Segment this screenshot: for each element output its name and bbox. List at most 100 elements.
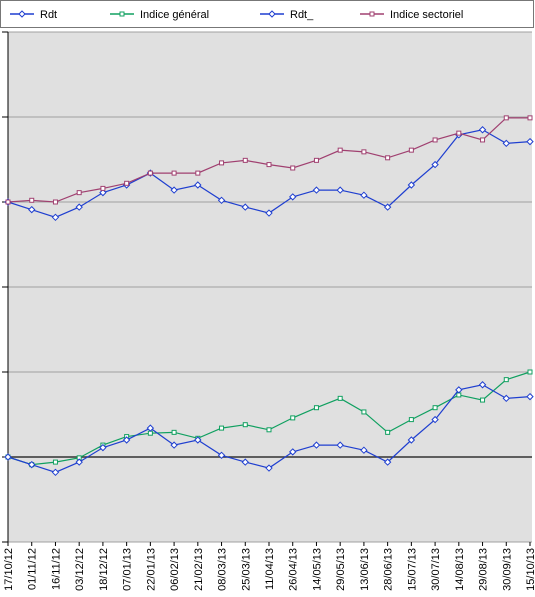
- x-tick-label: 06/02/13: [169, 548, 181, 591]
- marker: [51, 468, 60, 477]
- x-tick-label: 03/12/12: [74, 548, 86, 591]
- marker: [219, 160, 225, 166]
- marker: [480, 137, 486, 143]
- legend-label: Rdt: [40, 9, 57, 21]
- x-tick-label: 08/03/13: [217, 548, 229, 591]
- marker: [51, 213, 60, 222]
- marker: [146, 424, 155, 432]
- marker: [408, 147, 414, 153]
- marker: [432, 405, 438, 411]
- x-tick-label: 29/05/13: [335, 548, 347, 591]
- legend-marker: [369, 11, 375, 17]
- marker: [171, 170, 177, 176]
- marker: [217, 196, 226, 205]
- x-tick-label: 29/08/13: [478, 548, 490, 591]
- x-tick-label: 13/06/13: [359, 548, 371, 591]
- marker: [75, 458, 83, 466]
- marker: [432, 137, 438, 143]
- marker: [312, 441, 321, 449]
- marker: [385, 155, 391, 161]
- marker: [360, 446, 368, 454]
- marker: [383, 458, 392, 466]
- marker: [313, 157, 319, 163]
- legend-marker: [268, 10, 276, 18]
- marker: [290, 165, 296, 171]
- marker: [100, 185, 106, 191]
- marker: [170, 441, 178, 449]
- marker: [480, 397, 486, 403]
- marker: [242, 157, 248, 163]
- x-tick-label: 16/11/12: [50, 548, 62, 590]
- legend-label: Indice général: [140, 9, 209, 21]
- marker: [431, 160, 439, 169]
- marker: [407, 436, 416, 444]
- marker: [527, 369, 533, 375]
- marker: [290, 415, 296, 421]
- marker: [99, 188, 107, 197]
- marker: [478, 381, 487, 389]
- x-tick-label: 18/12/12: [98, 548, 110, 591]
- x-tick-label: 01/11/12: [27, 548, 39, 590]
- marker: [28, 460, 36, 469]
- x-tick-label: 15/10/13: [525, 548, 535, 591]
- marker: [312, 186, 321, 194]
- marker: [503, 115, 509, 121]
- x-tick-label: 11/04/13: [264, 548, 276, 590]
- marker: [195, 170, 201, 176]
- marker: [266, 427, 272, 433]
- marker: [265, 464, 273, 472]
- marker: [502, 394, 510, 403]
- marker: [265, 209, 273, 217]
- x-tick-label: 14/08/13: [454, 548, 466, 591]
- marker: [241, 203, 249, 211]
- marker: [336, 186, 344, 194]
- marker: [99, 443, 107, 452]
- marker: [4, 453, 12, 461]
- x-tick-label: 07/01/13: [122, 548, 134, 591]
- marker: [5, 199, 11, 205]
- marker: [124, 180, 130, 186]
- marker: [29, 197, 35, 203]
- legend-label: Rdt_: [290, 9, 314, 21]
- marker: [28, 205, 36, 214]
- marker: [52, 459, 58, 465]
- x-tick-label: 15/07/13: [406, 548, 418, 591]
- marker: [503, 377, 509, 383]
- marker: [361, 409, 367, 415]
- marker: [147, 170, 153, 176]
- marker: [289, 193, 297, 201]
- marker: [337, 147, 343, 153]
- marker: [360, 191, 368, 199]
- marker: [241, 458, 249, 466]
- marker: [455, 386, 463, 394]
- marker: [408, 417, 414, 423]
- x-tick-label: 28/06/13: [383, 548, 395, 591]
- marker: [170, 186, 178, 194]
- marker: [52, 199, 58, 205]
- x-tick-label: 30/07/13: [430, 548, 442, 591]
- marker: [171, 429, 177, 435]
- x-tick-label: 26/04/13: [288, 548, 300, 591]
- marker: [76, 190, 82, 196]
- x-tick-label: 30/09/13: [501, 548, 513, 591]
- marker: [456, 130, 462, 136]
- marker: [383, 203, 392, 211]
- marker: [502, 139, 510, 148]
- marker: [337, 395, 343, 401]
- marker: [217, 451, 226, 460]
- marker: [122, 436, 131, 444]
- marker: [527, 115, 533, 121]
- marker: [361, 149, 367, 155]
- marker: [289, 448, 297, 456]
- x-tick-label: 25/03/13: [240, 548, 252, 591]
- marker: [431, 415, 439, 424]
- marker: [385, 429, 391, 435]
- marker: [242, 422, 248, 428]
- marker: [75, 203, 83, 211]
- marker: [266, 162, 272, 168]
- x-tick-label: 14/05/13: [311, 548, 323, 591]
- marker: [407, 181, 416, 189]
- marker: [313, 405, 319, 411]
- legend-marker: [18, 10, 26, 18]
